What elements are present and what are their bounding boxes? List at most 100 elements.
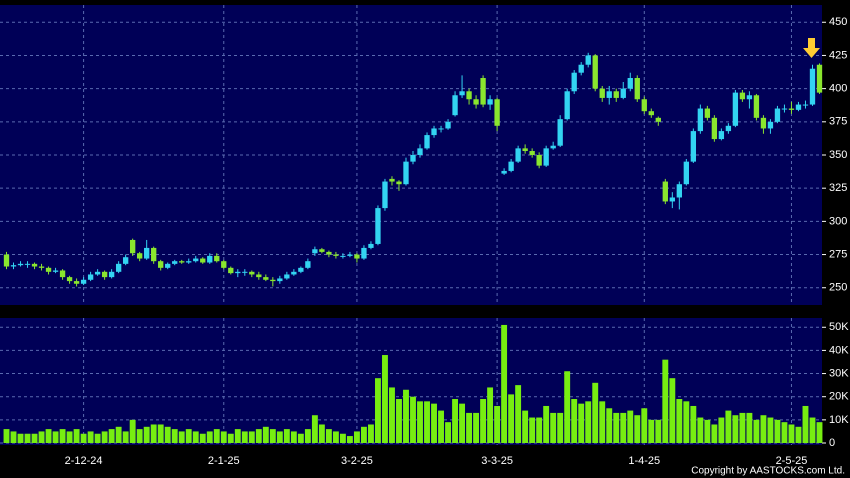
y-tick-label: 20K: [829, 391, 849, 403]
y-tick-label: 375: [829, 116, 847, 128]
candle-body: [760, 117, 767, 129]
candle-body: [151, 247, 157, 262]
candle-body: [193, 258, 199, 262]
candle-body: [732, 92, 739, 126]
volume-bar: [10, 431, 17, 443]
volume-bar: [795, 426, 802, 443]
candle-body: [676, 184, 682, 198]
candle-body: [578, 64, 584, 73]
x-tick-label: 1-4-25: [628, 455, 660, 467]
volume-bar: [655, 419, 662, 443]
candle-body: [753, 95, 760, 118]
volume-bar: [816, 422, 823, 443]
candle-body: [361, 247, 367, 259]
candle-body: [697, 108, 704, 132]
candle-body: [487, 99, 493, 105]
x-tick-label: 3-3-25: [481, 455, 513, 467]
volume-bar: [466, 412, 473, 443]
candle-body: [101, 271, 108, 278]
candle-body: [94, 271, 101, 275]
copyright: Copyright by AASTOCKS.com Ltd.: [691, 466, 845, 477]
volume-bar: [220, 431, 227, 443]
candle-body: [788, 108, 795, 110]
arrow-icon: [803, 38, 820, 58]
candle-body: [3, 254, 10, 267]
volume-bar: [690, 405, 697, 443]
volume-bar: [438, 410, 444, 443]
candle-body: [669, 197, 675, 202]
candle-body: [718, 131, 725, 140]
volume-bar: [704, 419, 711, 443]
volume-bar: [417, 401, 423, 443]
candle-body: [172, 261, 178, 264]
candle-body: [108, 271, 115, 278]
volume-bar: [403, 389, 409, 443]
volume-bar: [718, 417, 725, 443]
volume-bar: [248, 431, 255, 443]
candle-body: [599, 88, 605, 98]
volume-bar: [38, 431, 45, 443]
candle-body: [200, 258, 206, 263]
volume-bar: [375, 378, 381, 443]
candle-body: [340, 255, 346, 257]
candle-body: [802, 104, 809, 106]
x-tick-label: 2-1-25: [208, 455, 240, 467]
volume-bar: [809, 417, 816, 443]
candle-body: [165, 263, 171, 268]
candle-body: [80, 279, 87, 284]
x-tick-label: 2-12-24: [65, 455, 103, 467]
candle-body: [158, 261, 164, 268]
candle-body: [333, 254, 339, 256]
volume-bar: [213, 429, 220, 443]
volume-bar: [431, 403, 437, 443]
volume-bar: [136, 429, 143, 443]
candle-body: [774, 108, 781, 122]
volume-bar: [262, 426, 269, 443]
candle-body: [221, 261, 227, 268]
volume-bar: [31, 433, 38, 443]
volume-bar: [389, 387, 395, 443]
volume-bar: [732, 415, 739, 443]
volume-bar: [66, 431, 73, 443]
volume-bar: [325, 429, 332, 443]
candle-body: [795, 104, 802, 110]
volume-bar: [753, 419, 760, 443]
volume-bar: [206, 431, 213, 443]
volume-bar: [332, 431, 339, 443]
volume-bar: [396, 399, 402, 443]
volume-bar: [24, 433, 31, 443]
candle-body: [10, 265, 17, 267]
volume-bar: [59, 429, 66, 443]
candle-body: [508, 161, 514, 171]
x-tick-label: 2-5-25: [776, 455, 808, 467]
volume-bar: [452, 399, 458, 443]
candle-body: [403, 161, 409, 185]
candle-body: [606, 91, 612, 98]
y-tick-label: 450: [829, 16, 847, 28]
volume-bar: [739, 412, 746, 443]
volume-bar: [311, 415, 318, 443]
candle-body: [557, 119, 563, 146]
candle-body: [417, 148, 423, 155]
candle-body: [571, 72, 577, 92]
volume-bar: [711, 424, 718, 443]
candle-body: [52, 270, 59, 272]
volume-bar: [606, 408, 613, 443]
volume-bar: [501, 324, 508, 443]
volume-bar: [94, 433, 101, 443]
candle-body: [564, 91, 570, 120]
candle-body: [739, 92, 746, 100]
candle-body: [781, 108, 788, 110]
volume-bar: [157, 424, 164, 443]
y-tick-label: 10K: [829, 414, 849, 426]
candle-body: [438, 128, 444, 130]
candle-body: [235, 271, 241, 274]
volume-bar: [318, 424, 325, 443]
candle-body: [179, 261, 185, 263]
volume-bar: [627, 410, 634, 443]
candle-body: [214, 255, 220, 262]
volume-bar: [676, 399, 683, 443]
volume-bar: [550, 412, 557, 443]
candle-body: [445, 121, 451, 129]
y-tick-label: 300: [829, 215, 847, 227]
